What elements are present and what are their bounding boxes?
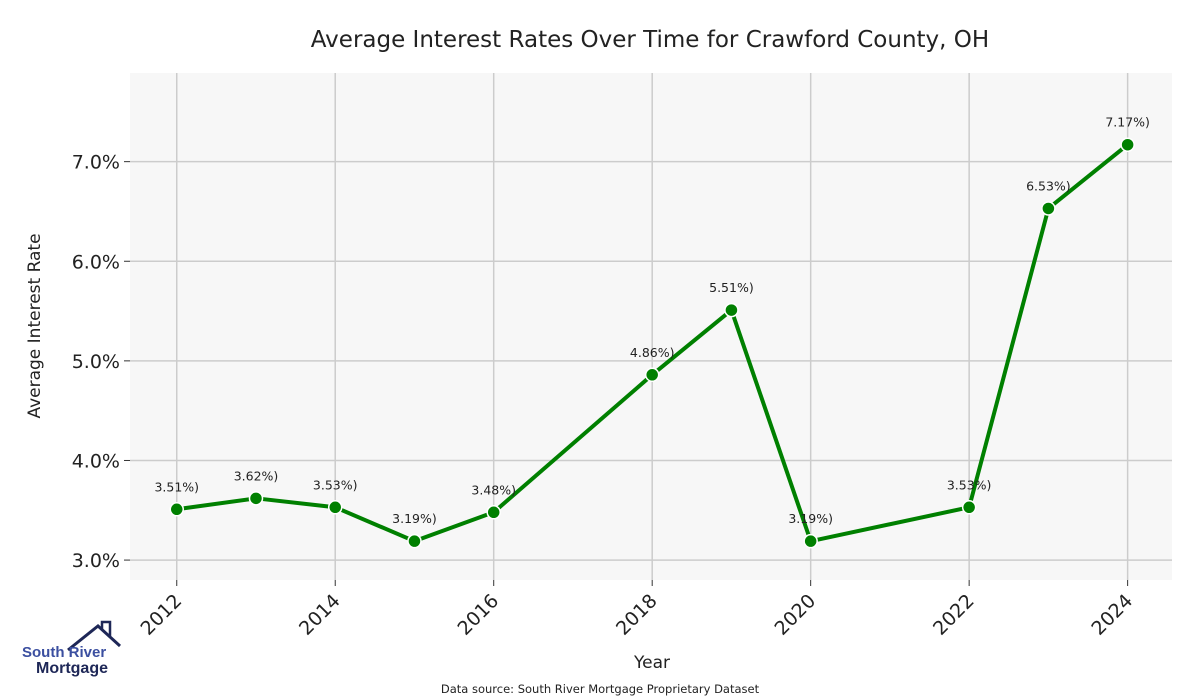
data-label: 7.17%)	[1105, 115, 1150, 130]
plot-area	[130, 73, 1172, 580]
data-label: 5.51%)	[709, 280, 754, 295]
data-point	[327, 500, 343, 515]
y-tick-label: 3.0%	[72, 550, 120, 572]
x-tick-label: 2022	[929, 590, 979, 640]
data-label: 3.19%)	[392, 511, 437, 526]
footnote: Data source: South River Mortgage Propri…	[441, 682, 760, 696]
y-axis-label: Average Interest Rate	[25, 233, 45, 418]
data-label: 3.51%)	[154, 479, 199, 494]
y-tick-label: 6.0%	[72, 251, 120, 273]
x-tick-label: 2020	[770, 590, 820, 640]
data-point	[169, 502, 185, 517]
y-tick-label: 4.0%	[72, 450, 120, 472]
x-tick-label: 2014	[295, 590, 345, 640]
y-tick-label: 5.0%	[72, 351, 120, 373]
data-label: 3.48%)	[471, 482, 516, 497]
data-label: 3.53%)	[947, 477, 992, 492]
data-label: 4.86%)	[630, 345, 675, 360]
x-axis-label: Year	[633, 653, 670, 673]
x-tick-label: 2012	[137, 590, 187, 640]
chart-title: Average Interest Rates Over Time for Cra…	[311, 27, 989, 53]
data-point	[961, 500, 977, 515]
y-tick-label: 7.0%	[72, 152, 120, 174]
data-label: 3.62%)	[234, 468, 279, 483]
data-point	[803, 533, 818, 549]
logo-text-line1: South River	[22, 644, 107, 661]
south-river-mortgage-logo: South River Mortgage	[18, 620, 128, 682]
x-tick-label: 2018	[612, 590, 662, 640]
data-point	[1120, 137, 1135, 152]
x-tick-label: 2024	[1087, 590, 1137, 640]
data-point	[407, 533, 422, 549]
data-label: 6.53%)	[1026, 178, 1071, 193]
data-label: 3.53%)	[313, 477, 358, 492]
data-point	[644, 367, 660, 383]
house-roof-icon	[67, 620, 122, 652]
x-tick-label: 2016	[453, 590, 503, 640]
data-point	[248, 491, 264, 506]
data-point	[724, 302, 739, 318]
logo-text-line2: Mortgage	[36, 660, 108, 677]
data-point	[1041, 201, 1056, 216]
data-point	[486, 505, 501, 520]
data-label: 3.19%)	[788, 511, 833, 526]
